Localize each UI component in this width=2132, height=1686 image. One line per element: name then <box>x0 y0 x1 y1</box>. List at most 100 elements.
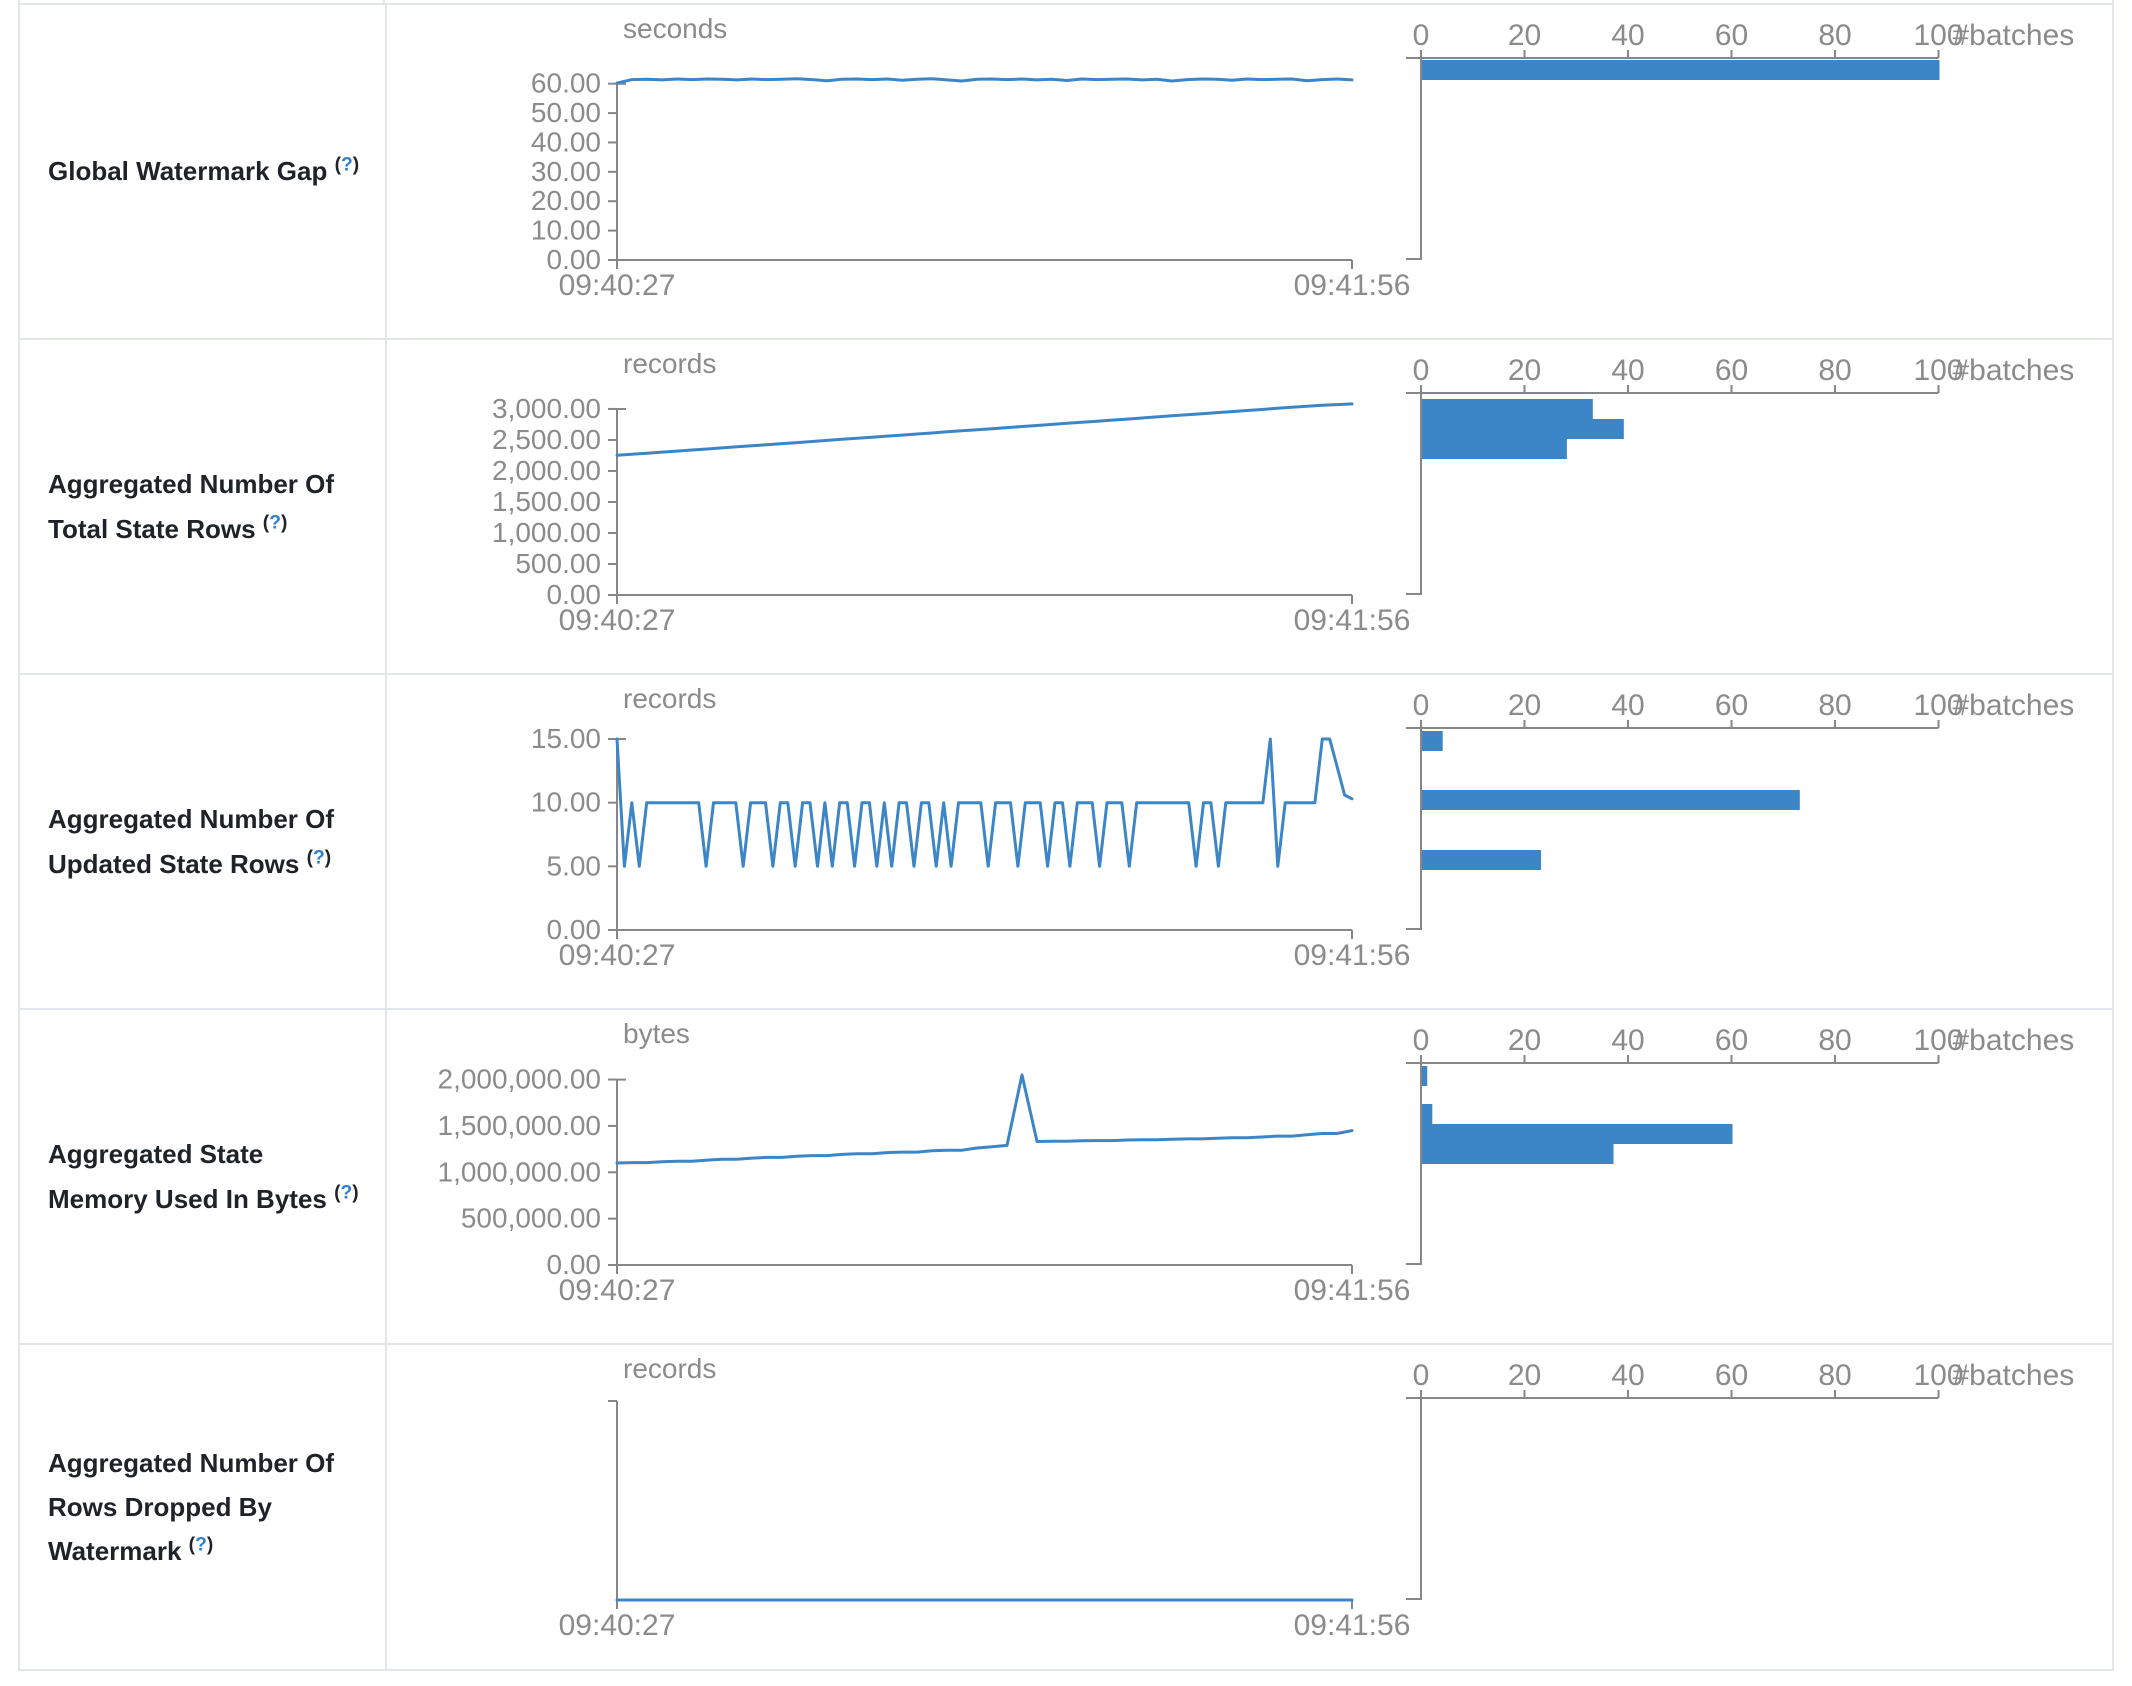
histogram-bar <box>1422 1124 1733 1144</box>
metric-row: Aggregated State Memory Used In Bytes (?… <box>20 1010 2112 1345</box>
x-end-time-label: 09:41:56 <box>1294 939 1411 972</box>
metric-help-marker: (?) <box>334 154 360 176</box>
unit-label: bytes <box>623 1018 690 1049</box>
metric-help-link[interactable]: ? <box>195 1534 207 1556</box>
batches-tick-label: 20 <box>1508 354 1541 387</box>
table-border-sliver <box>18 0 20 3</box>
metric-row: Aggregated Number Of Total State Rows (?… <box>20 340 2112 675</box>
batches-tick-label: 60 <box>1715 354 1748 387</box>
batches-tick-label: 100 <box>1913 354 1963 387</box>
batches-tick-label: 0 <box>1413 19 1430 52</box>
batches-tick-label: 60 <box>1715 1359 1748 1392</box>
metric-title: Global Watermark Gap (?) <box>48 149 359 193</box>
y-tick-label: 1,500,000.00 <box>438 1110 602 1141</box>
y-tick-label: 500,000.00 <box>461 1203 601 1234</box>
y-tick-label: 30.00 <box>531 156 601 187</box>
metric-label-cell: Aggregated Number Of Updated State Rows … <box>20 675 387 1008</box>
y-tick-label: 0.00 <box>547 244 602 275</box>
batches-tick-label: 100 <box>1913 1359 1963 1392</box>
histogram-bar <box>1422 850 1541 870</box>
batches-axis-label: #batches <box>1953 1024 2075 1057</box>
batches-tick-label: 20 <box>1508 1359 1541 1392</box>
batches-axis-label: #batches <box>1953 1359 2075 1392</box>
y-tick-label: 0.00 <box>547 579 602 610</box>
batches-axis-label: #batches <box>1953 354 2075 387</box>
x-start-time-label: 09:40:27 <box>559 604 676 637</box>
batches-tick-label: 100 <box>1913 19 1963 52</box>
batches-tick-label: 80 <box>1818 19 1851 52</box>
metric-help-link[interactable]: ? <box>340 1181 353 1203</box>
y-tick-label: 40.00 <box>531 126 601 157</box>
metric-help-marker: (?) <box>334 1181 359 1203</box>
timeline-series-line <box>615 402 1354 457</box>
y-tick-label: 500.00 <box>515 548 601 579</box>
y-tick-label: 20.00 <box>531 185 601 216</box>
batches-tick-label: 0 <box>1413 689 1430 722</box>
unit-label: records <box>623 348 716 379</box>
batches-tick-label: 0 <box>1413 1359 1430 1392</box>
batches-tick-label: 60 <box>1715 689 1748 722</box>
y-tick-label: 3,000.00 <box>492 393 601 424</box>
batches-tick-label: 60 <box>1715 19 1748 52</box>
unit-label: records <box>623 1353 716 1384</box>
batches-tick-label: 100 <box>1913 689 1963 722</box>
y-tick-label: 1,000,000.00 <box>438 1156 602 1187</box>
x-end-time-label: 09:41:56 <box>1294 1609 1411 1642</box>
metric-help-marker: (?) <box>262 511 288 533</box>
metric-chart-cell: records 09:40:27 09:41:56 0 20 40 60 80 100 #batc… <box>387 1345 2114 1669</box>
histogram-bar <box>1422 439 1567 459</box>
y-tick-label: 10.00 <box>531 787 601 818</box>
metric-label-cell: Aggregated Number Of Total State Rows (?… <box>20 340 387 673</box>
unit-label: seconds <box>623 13 727 44</box>
y-tick-label: 2,000,000.00 <box>438 1064 602 1095</box>
histogram-bar <box>1422 399 1593 419</box>
batches-tick-label: 40 <box>1611 1024 1644 1057</box>
timeline-series-line <box>615 737 1354 868</box>
y-tick-label: 0.00 <box>547 1249 602 1280</box>
metric-title: Aggregated Number Of Rows Dropped By Wat… <box>48 1441 367 1574</box>
batches-tick-label: 80 <box>1818 1024 1851 1057</box>
timeline-and-histogram-chart: records 0.00 5.00 10.00 15.00 09:40:27 09:41:5… <box>531 683 2075 972</box>
y-tick-label: 60.00 <box>531 68 601 99</box>
batches-tick-label: 40 <box>1611 19 1644 52</box>
metric-chart-cell: records 0.00 5.00 10.00 15.00 09:40:27 09:41:5… <box>387 675 2114 1008</box>
y-tick-label: 50.00 <box>531 97 601 128</box>
batches-tick-label: 20 <box>1508 19 1541 52</box>
batches-tick-label: 80 <box>1818 689 1851 722</box>
metric-row: Global Watermark Gap (?) seconds 0.00 10.00… <box>20 5 2112 340</box>
histogram-bar <box>1422 1104 1433 1124</box>
histogram-bar <box>1422 790 1800 810</box>
batches-tick-label: 20 <box>1508 689 1541 722</box>
unit-label: records <box>623 683 716 714</box>
metric-help-marker: (?) <box>306 846 332 868</box>
metric-row: Aggregated Number Of Rows Dropped By Wat… <box>20 1345 2112 1669</box>
metric-help-link[interactable]: ? <box>269 511 281 533</box>
batches-tick-label: 40 <box>1611 689 1644 722</box>
timeline-series-line <box>615 1073 1354 1165</box>
metric-label-cell: Global Watermark Gap (?) <box>20 5 387 338</box>
metric-help-link[interactable]: ? <box>340 154 353 176</box>
x-end-time-label: 09:41:56 <box>1294 1274 1411 1307</box>
metric-help-link[interactable]: ? <box>313 846 325 868</box>
timeline-and-histogram-chart: records 0.00500.001,000.001,500.002,000.0… <box>492 348 2075 637</box>
metric-title-text: Global Watermark Gap <box>48 156 328 187</box>
batches-tick-label: 40 <box>1611 354 1644 387</box>
histogram-bar <box>1422 1144 1614 1164</box>
y-tick-label: 2,500.00 <box>492 424 601 455</box>
batches-axis-label: #batches <box>1953 689 2075 722</box>
y-tick-label: 10.00 <box>531 215 601 246</box>
metric-help-marker: (?) <box>188 1534 214 1556</box>
batches-tick-label: 0 <box>1413 1024 1430 1057</box>
y-tick-label: 2,000.00 <box>492 455 601 486</box>
timeline-and-histogram-chart: bytes 0.00 500,000.00 1,000,000.00 1,500,000… <box>438 1018 2075 1307</box>
histogram-bar <box>1422 731 1443 751</box>
metric-label-cell: Aggregated State Memory Used In Bytes (?… <box>20 1010 387 1343</box>
metric-label-cell: Aggregated Number Of Rows Dropped By Wat… <box>20 1345 387 1669</box>
timeline-and-histogram-chart: records 09:40:27 09:41:56 0 20 40 60 80 100#batc… <box>559 1353 2075 1642</box>
y-tick-label: 15.00 <box>531 723 601 754</box>
batches-axis-label: #batches <box>1953 19 2075 52</box>
histogram-bar <box>1422 1066 1428 1086</box>
histogram-bar <box>1422 419 1624 439</box>
metric-title-text: Aggregated State Memory Used In Bytes <box>48 1139 327 1214</box>
x-start-time-label: 09:40:27 <box>559 1609 676 1642</box>
